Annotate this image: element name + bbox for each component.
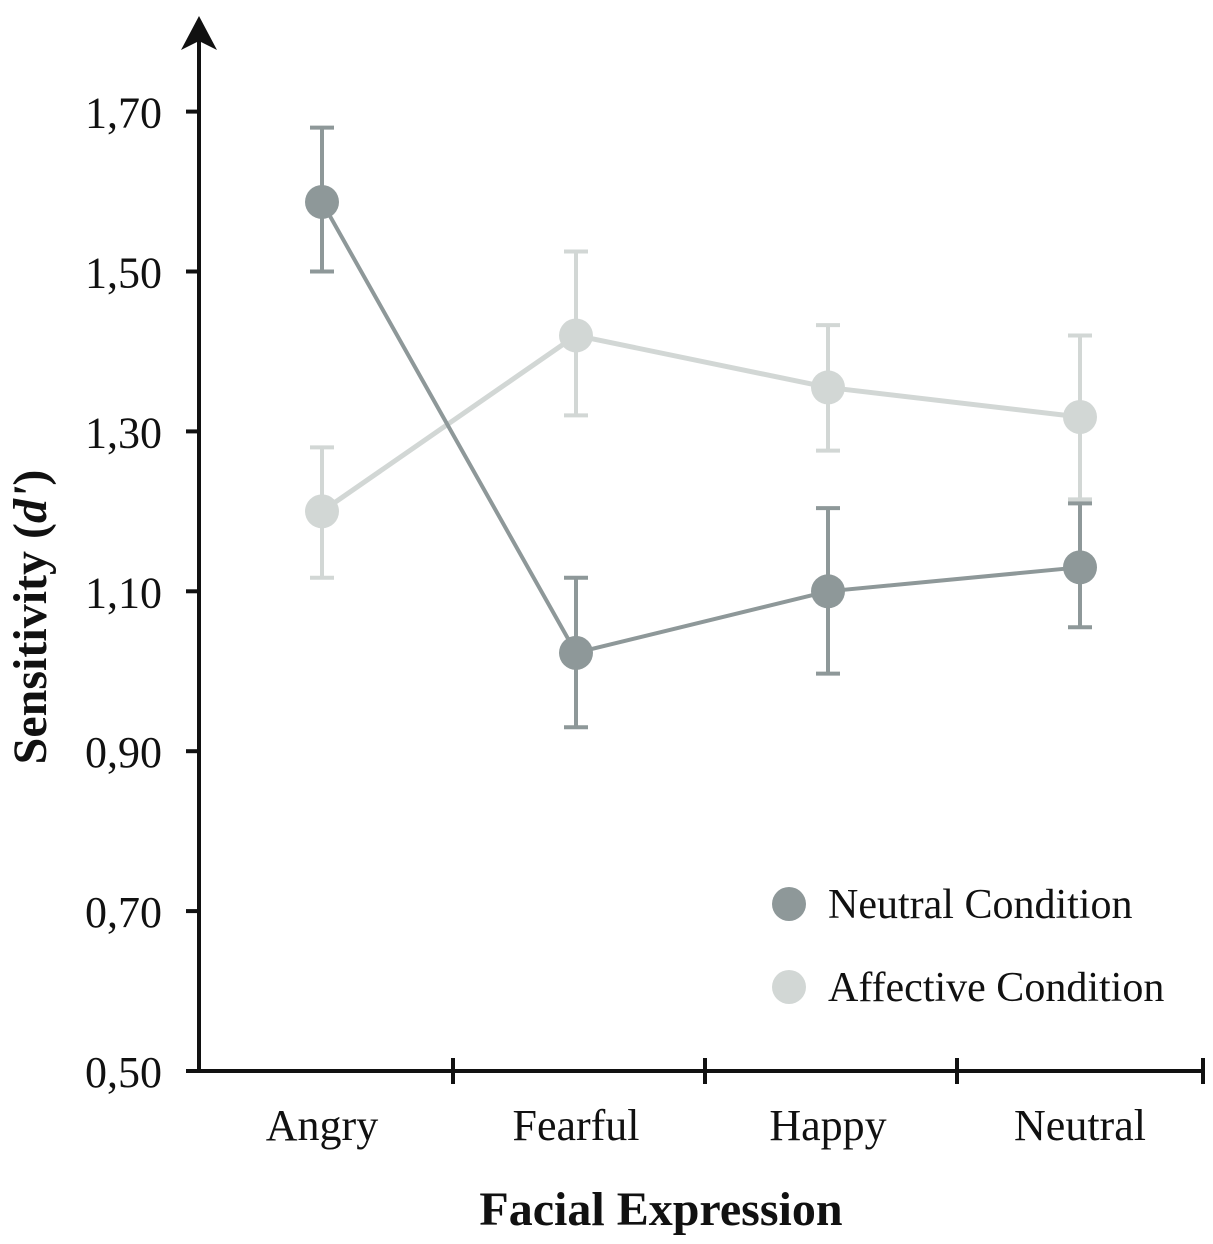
x-tick-label-happy: Happy bbox=[769, 1101, 886, 1150]
data-point-neutral-condition-angry bbox=[305, 184, 339, 219]
data-point-affective-condition-angry bbox=[305, 494, 339, 529]
y-axis-title: Sensitivity (d') bbox=[4, 470, 57, 765]
series-line-affective-condition bbox=[320, 332, 1081, 514]
y-tick-label: 1,10 bbox=[85, 568, 162, 617]
plot-series bbox=[305, 125, 1097, 730]
y-tick-label: 0,90 bbox=[85, 728, 162, 777]
y-axis-arrow bbox=[181, 16, 217, 50]
data-point-affective-condition-neutral bbox=[1063, 400, 1097, 435]
series-neutral-condition bbox=[305, 125, 1097, 730]
data-point-affective-condition-happy bbox=[811, 370, 845, 405]
data-point-neutral-condition-fearful bbox=[559, 635, 593, 670]
y-tick-label: 0,50 bbox=[85, 1048, 162, 1097]
y-tick-label: 1,70 bbox=[85, 89, 162, 138]
x-tick-label-neutral: Neutral bbox=[1014, 1101, 1146, 1150]
legend-label-affective-condition: Affective Condition bbox=[828, 965, 1164, 1011]
data-point-neutral-condition-happy bbox=[811, 574, 845, 609]
x-axis-title: Facial Expression bbox=[479, 1183, 842, 1236]
x-tick-label-fearful: Fearful bbox=[512, 1101, 639, 1150]
y-ticks: 0,50 0,70 0,90 1,10 1,30 1,50 1,70 bbox=[85, 89, 199, 1097]
legend-marker-neutral-condition bbox=[772, 887, 806, 921]
y-axis-title-close: ) bbox=[4, 470, 57, 486]
y-tick-label: 1,30 bbox=[85, 408, 162, 457]
y-tick-label: 0,70 bbox=[85, 888, 162, 937]
legend-marker-affective-condition bbox=[772, 970, 806, 1004]
x-tick-label-angry: Angry bbox=[266, 1101, 378, 1150]
x-ticks: Angry Fearful Happy Neutral bbox=[266, 1058, 1205, 1150]
legend-label-neutral-condition: Neutral Condition bbox=[828, 882, 1132, 928]
series-line-neutral-condition bbox=[320, 200, 1081, 656]
data-point-neutral-condition-neutral bbox=[1063, 550, 1097, 585]
series-affective-condition bbox=[305, 249, 1097, 580]
y-tick-label: 1,50 bbox=[85, 249, 162, 298]
y-axis-title-italic: d' bbox=[4, 486, 57, 523]
data-point-affective-condition-fearful bbox=[559, 318, 593, 353]
y-axis-title-main: Sensitivity ( bbox=[4, 523, 57, 764]
legend: Neutral Condition Affective Condition bbox=[772, 882, 1164, 1011]
